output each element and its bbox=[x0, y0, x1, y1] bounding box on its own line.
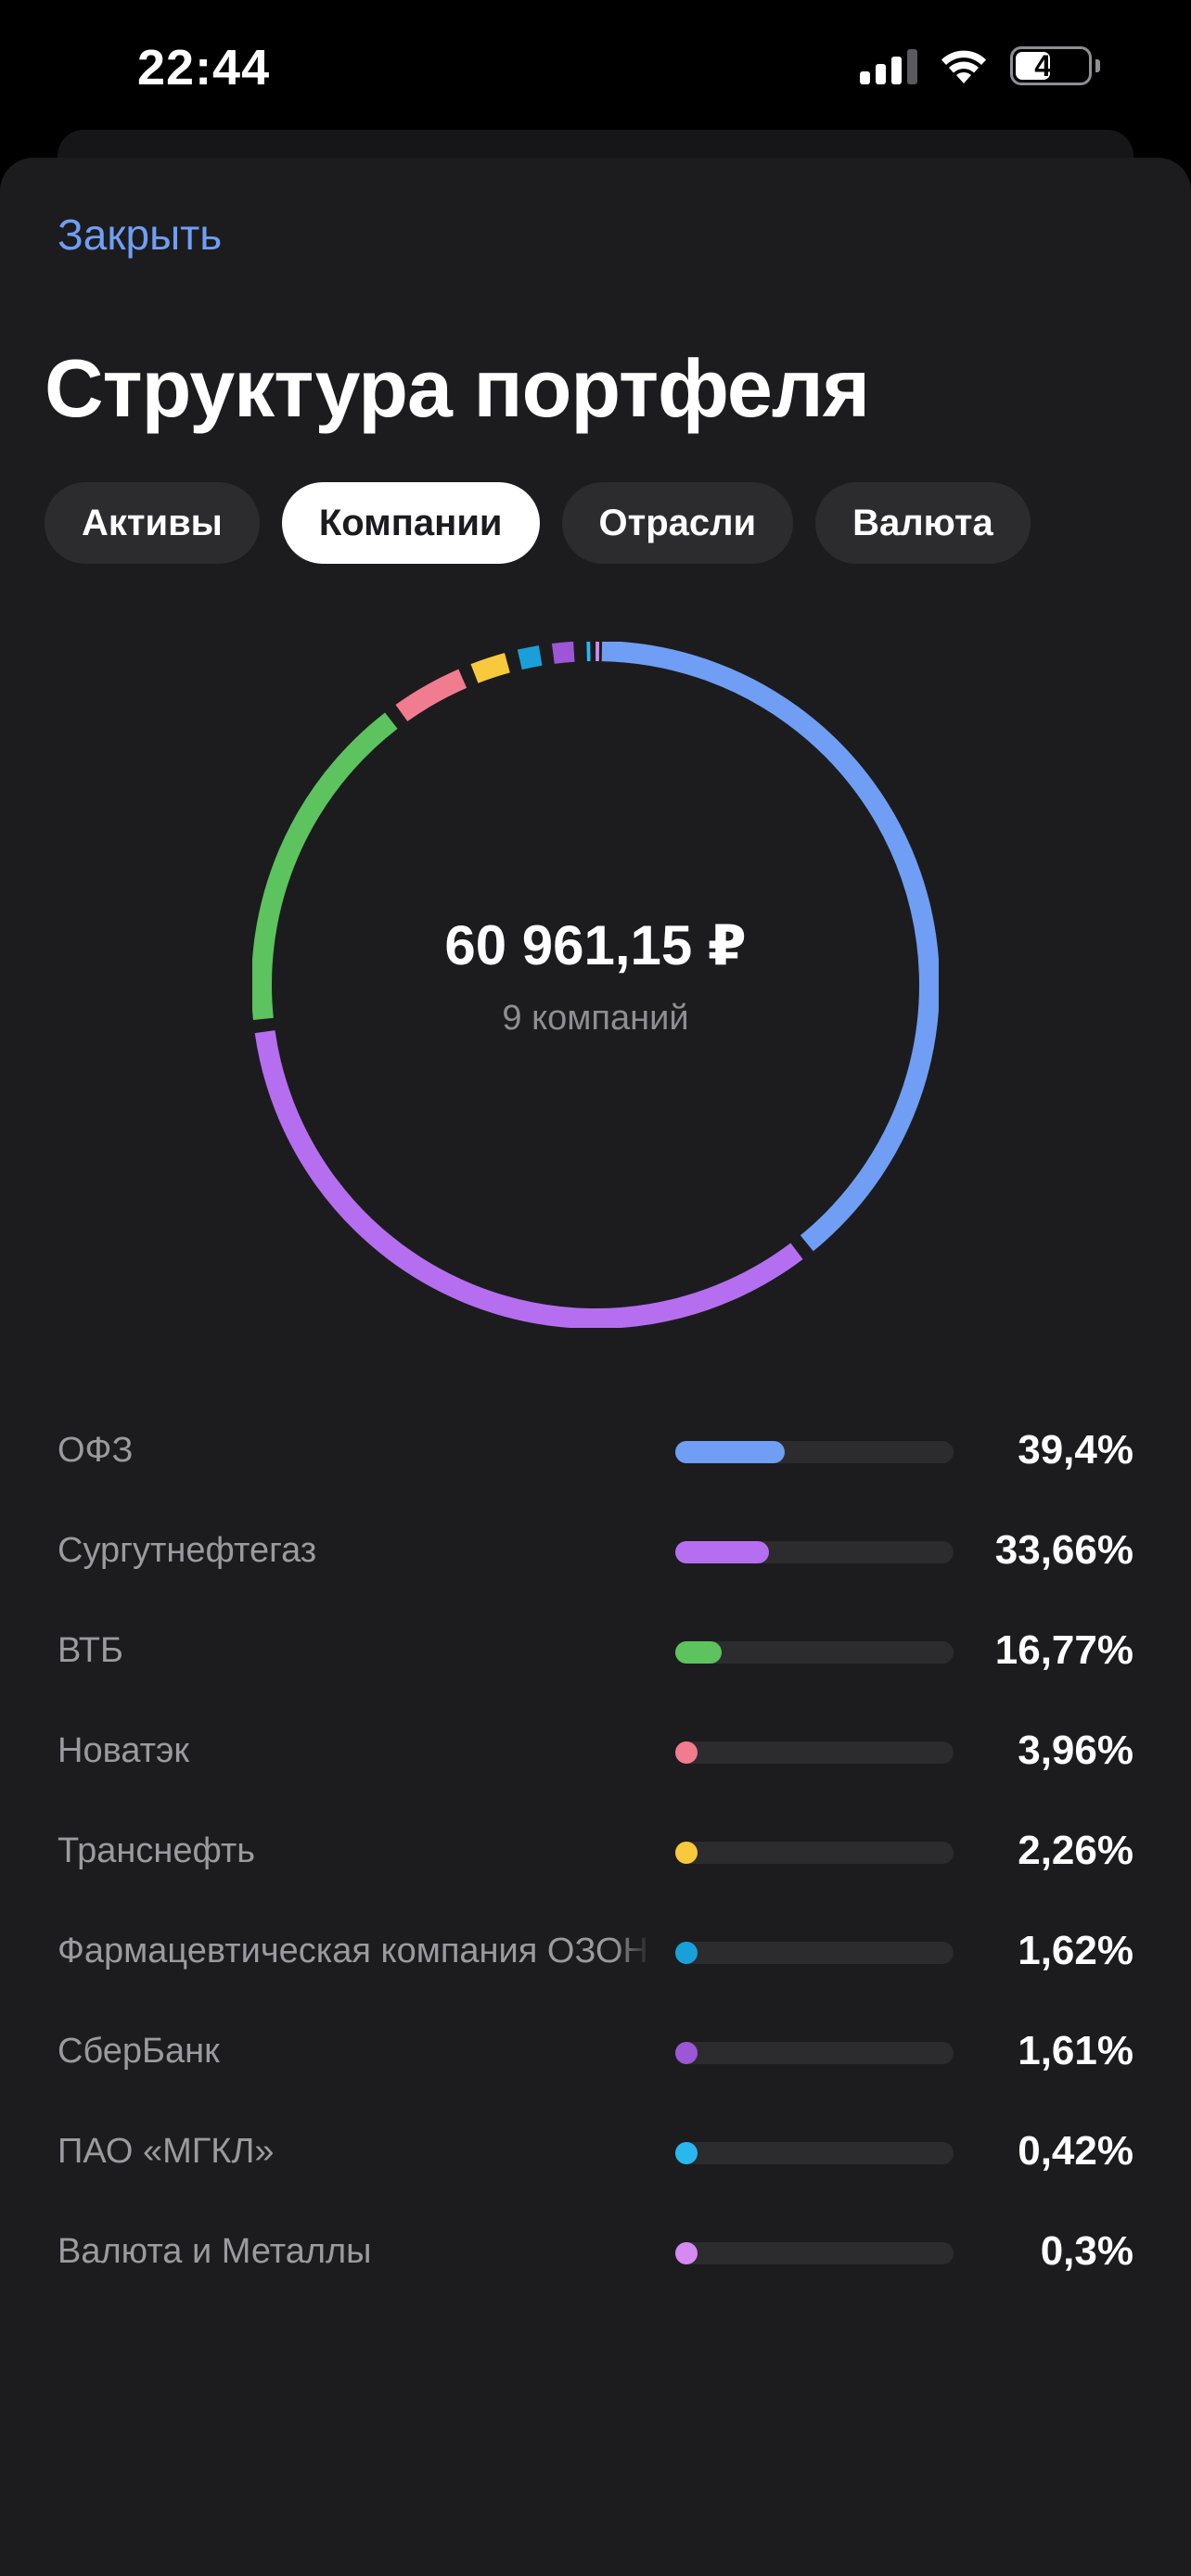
donut-segment-2 bbox=[254, 1030, 803, 1328]
share-bar-fill bbox=[675, 2142, 698, 2164]
share-percent: 0,42% bbox=[1018, 2128, 1133, 2174]
share-bar-track bbox=[675, 2242, 954, 2264]
share-percent: 3,96% bbox=[1018, 1728, 1133, 1773]
tab-currency[interactable]: Валюта bbox=[815, 482, 1031, 564]
page-title: Структура портфеля bbox=[45, 342, 870, 434]
company-name: ОФЗ bbox=[58, 1400, 651, 1500]
portfolio-total: 60 961,15 ₽ bbox=[444, 913, 747, 976]
donut-segment-4 bbox=[395, 669, 467, 722]
share-percent: 1,61% bbox=[1018, 2028, 1133, 2073]
share-bar-fill bbox=[675, 1942, 698, 1964]
companies-count: 9 компаний bbox=[502, 998, 689, 1038]
allocation-row: Валюта и Металлы 0,3% bbox=[0, 2201, 1191, 2302]
share-bar-fill bbox=[675, 1741, 698, 1764]
tab-companies[interactable]: Компании bbox=[281, 482, 540, 564]
battery-fill bbox=[1016, 52, 1050, 80]
share-bar-track bbox=[675, 1942, 954, 1964]
donut-segment-7 bbox=[551, 642, 575, 664]
share-percent: 1,62% bbox=[1018, 1928, 1133, 1973]
allocation-list: ОФЗ 39,4% Сургутнефтегаз 33,66% ВТБ 16,77% Нов… bbox=[0, 1400, 1191, 2302]
allocation-row: Сургутнефтегаз 33,66% bbox=[0, 1500, 1191, 1600]
allocation-row: ОФЗ 39,4% bbox=[0, 1400, 1191, 1500]
share-bar-fill bbox=[675, 1541, 769, 1563]
share-bar-track bbox=[675, 1741, 954, 1764]
donut-segment-1 bbox=[601, 642, 939, 1252]
share-bar-fill bbox=[675, 1441, 785, 1463]
company-name: СберБанк bbox=[58, 2001, 651, 2101]
share-percent: 2,26% bbox=[1018, 1828, 1133, 1873]
company-name: Транснефть bbox=[58, 1801, 651, 1901]
donut-segment-5 bbox=[470, 653, 510, 683]
share-bar-track bbox=[675, 2042, 954, 2064]
share-percent: 16,77% bbox=[994, 1627, 1133, 1673]
company-name: Новатэк bbox=[58, 1701, 651, 1801]
share-bar-track bbox=[675, 1641, 954, 1664]
company-name: ПАО «МГКЛ» bbox=[58, 2101, 651, 2201]
tab-assets[interactable]: Активы bbox=[45, 482, 260, 564]
status-bar: 22:44 49 bbox=[0, 0, 1191, 139]
donut-segment-3 bbox=[252, 712, 398, 1021]
battery-icon: 49 bbox=[1010, 46, 1092, 85]
close-button[interactable]: Закрыть bbox=[58, 210, 223, 259]
share-bar-track bbox=[675, 1441, 954, 1463]
company-name: Фармацевтическая компания ОЗОН bbox=[58, 1901, 651, 2001]
share-percent: 33,66% bbox=[994, 1527, 1133, 1573]
share-bar-fill bbox=[675, 1641, 722, 1664]
share-bar-track bbox=[675, 1541, 954, 1563]
donut-center: 60 961,15 ₽ 9 компаний bbox=[252, 642, 939, 1328]
donut-chart: 60 961,15 ₽ 9 компаний bbox=[252, 642, 939, 1328]
cellular-signal-icon bbox=[860, 47, 917, 84]
share-percent: 0,3% bbox=[1040, 2228, 1133, 2274]
allocation-row: СберБанк 1,61% bbox=[0, 2001, 1191, 2101]
donut-segment-6 bbox=[517, 645, 543, 670]
donut-svg bbox=[252, 642, 939, 1328]
share-bar-fill bbox=[675, 1842, 698, 1864]
allocation-row: Транснефть 2,26% bbox=[0, 1801, 1191, 1901]
share-bar-track bbox=[675, 1842, 954, 1864]
allocation-row: ПАО «МГКЛ» 0,42% bbox=[0, 2101, 1191, 2201]
share-bar-track bbox=[675, 2142, 954, 2164]
company-name: ВТБ bbox=[58, 1600, 651, 1701]
share-bar-fill bbox=[675, 2242, 698, 2264]
allocation-row: Новатэк 3,96% bbox=[0, 1701, 1191, 1801]
segment-tabs: Активы Компании Отрасли Валюта bbox=[45, 482, 1031, 564]
share-bar-fill bbox=[675, 2042, 698, 2064]
battery-cap bbox=[1095, 59, 1100, 72]
allocation-row: ВТБ 16,77% bbox=[0, 1600, 1191, 1701]
status-time: 22:44 bbox=[137, 40, 271, 96]
company-name: Сургутнефтегаз bbox=[58, 1500, 651, 1600]
wifi-icon bbox=[941, 50, 986, 83]
share-percent: 39,4% bbox=[1018, 1427, 1133, 1473]
company-name: Валюта и Металлы bbox=[58, 2201, 651, 2302]
battery-level: 49 bbox=[1034, 48, 1068, 83]
allocation-row: Фармацевтическая компания ОЗОН 1,62% bbox=[0, 1901, 1191, 2001]
tab-industries[interactable]: Отрасли bbox=[561, 482, 794, 564]
status-icons: 49 bbox=[860, 46, 1100, 85]
